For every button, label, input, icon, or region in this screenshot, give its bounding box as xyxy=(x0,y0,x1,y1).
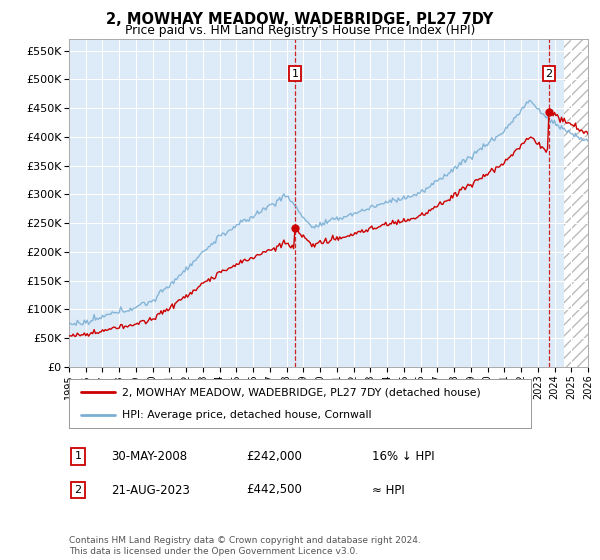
Text: 21-AUG-2023: 21-AUG-2023 xyxy=(111,483,190,497)
Text: 2: 2 xyxy=(545,68,553,78)
Text: ≈ HPI: ≈ HPI xyxy=(372,483,405,497)
Text: 2, MOWHAY MEADOW, WADEBRIDGE, PL27 7DY: 2, MOWHAY MEADOW, WADEBRIDGE, PL27 7DY xyxy=(106,12,494,27)
Text: 1: 1 xyxy=(292,68,299,78)
Bar xyxy=(564,39,588,367)
Text: 30-MAY-2008: 30-MAY-2008 xyxy=(111,450,187,463)
Text: £442,500: £442,500 xyxy=(246,483,302,497)
Text: 1: 1 xyxy=(74,451,82,461)
Text: HPI: Average price, detached house, Cornwall: HPI: Average price, detached house, Corn… xyxy=(122,410,371,420)
Text: 16% ↓ HPI: 16% ↓ HPI xyxy=(372,450,434,463)
Text: Price paid vs. HM Land Registry's House Price Index (HPI): Price paid vs. HM Land Registry's House … xyxy=(125,24,475,37)
Text: 2: 2 xyxy=(74,485,82,495)
Text: 2, MOWHAY MEADOW, WADEBRIDGE, PL27 7DY (detached house): 2, MOWHAY MEADOW, WADEBRIDGE, PL27 7DY (… xyxy=(122,388,481,398)
Text: Contains HM Land Registry data © Crown copyright and database right 2024.
This d: Contains HM Land Registry data © Crown c… xyxy=(69,536,421,556)
Text: £242,000: £242,000 xyxy=(246,450,302,463)
